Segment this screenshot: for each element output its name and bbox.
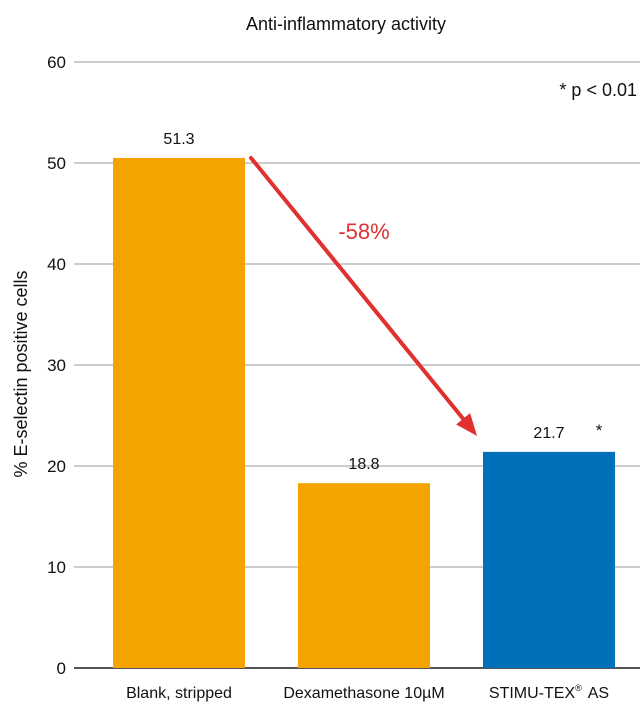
- y-tick-label: 30: [47, 356, 66, 375]
- bar-value-label: 18.8: [348, 456, 379, 473]
- y-tick-label: 60: [47, 53, 66, 72]
- bar: [298, 483, 430, 668]
- y-tick-label: 40: [47, 255, 66, 274]
- arrow-head: [456, 413, 477, 436]
- significance-marker: *: [596, 421, 603, 440]
- x-category-label: Dexamethasone 10µM: [283, 685, 444, 702]
- y-tick-label: 20: [47, 457, 66, 476]
- y-tick-label: 10: [47, 558, 66, 577]
- reduction-percent-label: -58%: [338, 219, 389, 244]
- bars: [113, 157, 615, 668]
- significance-legend: * p < 0.01: [559, 80, 637, 100]
- x-category-label: STIMU-TEX® AS: [489, 683, 609, 702]
- chart-title: Anti-inflammatory activity: [246, 14, 446, 34]
- y-tick-label: 0: [57, 659, 66, 678]
- chart-labels: Anti-inflammatory activity % E-selectin …: [11, 14, 637, 702]
- bar-value-label: 51.3: [163, 131, 194, 148]
- bar: [113, 157, 245, 668]
- bar: [483, 451, 615, 668]
- reduction-arrow: [249, 155, 477, 436]
- x-category-label: Blank, stripped: [126, 685, 232, 702]
- y-tick-label: 50: [47, 154, 66, 173]
- y-axis-label: % E-selectin positive cells: [11, 270, 31, 477]
- arrow-shaft: [249, 155, 466, 421]
- bar-value-label: 21.7: [533, 425, 564, 442]
